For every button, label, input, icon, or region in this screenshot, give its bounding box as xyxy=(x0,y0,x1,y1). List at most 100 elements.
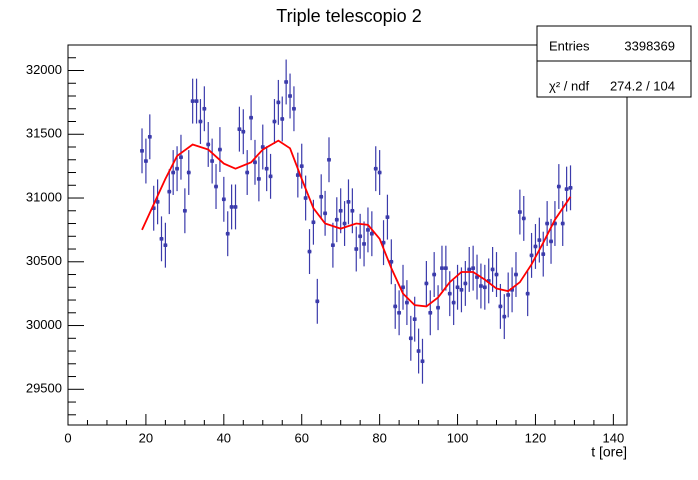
point xyxy=(257,177,261,181)
point xyxy=(494,272,499,277)
y-tick-label: 31000 xyxy=(26,189,62,204)
point xyxy=(424,281,429,286)
point xyxy=(163,243,168,248)
x-tick-label: 60 xyxy=(294,430,308,445)
point xyxy=(350,208,355,213)
point xyxy=(525,291,530,296)
point xyxy=(144,159,148,163)
point xyxy=(292,106,296,111)
point xyxy=(486,279,491,283)
point xyxy=(451,300,456,305)
x-tick-label: 120 xyxy=(525,430,547,445)
x-tick-label: 140 xyxy=(603,430,625,445)
point xyxy=(323,211,327,216)
point xyxy=(518,210,522,214)
point xyxy=(198,119,203,124)
point xyxy=(171,170,175,175)
point xyxy=(366,228,370,232)
point xyxy=(338,208,343,213)
x-tick-label: 40 xyxy=(217,430,231,445)
point xyxy=(467,267,472,272)
point xyxy=(502,314,507,319)
point xyxy=(319,194,324,199)
point xyxy=(416,349,421,353)
x-tick-label: 80 xyxy=(372,430,386,445)
point xyxy=(202,106,207,111)
point xyxy=(358,234,362,239)
point xyxy=(401,285,405,290)
y-tick-label: 32000 xyxy=(26,62,62,77)
point xyxy=(190,99,195,103)
point xyxy=(549,239,553,244)
point xyxy=(299,164,304,168)
point xyxy=(284,80,288,84)
point xyxy=(362,242,366,246)
plot-frame xyxy=(67,44,628,426)
point xyxy=(409,336,413,341)
y-tick-label: 29500 xyxy=(26,381,62,396)
y-tick-label: 30000 xyxy=(26,317,62,332)
point xyxy=(381,240,386,245)
point xyxy=(159,237,164,241)
point xyxy=(245,170,249,175)
point xyxy=(506,293,510,297)
point xyxy=(183,208,187,213)
point xyxy=(405,300,409,305)
point xyxy=(276,100,281,105)
point xyxy=(331,243,335,248)
point xyxy=(210,159,214,163)
point xyxy=(260,145,265,149)
point xyxy=(397,310,401,315)
x-tick-label: 0 xyxy=(64,430,71,445)
point xyxy=(346,200,351,204)
point xyxy=(455,285,460,290)
point xyxy=(155,200,160,204)
point xyxy=(459,288,464,292)
point xyxy=(303,196,308,200)
point xyxy=(225,231,230,236)
point xyxy=(440,266,444,270)
stats-value: 3398369 xyxy=(624,38,675,53)
chart-title: Triple telescopio 2 xyxy=(276,6,421,26)
point xyxy=(568,186,573,190)
stats-value: 274.2 / 104 xyxy=(610,78,675,93)
point xyxy=(179,155,183,160)
point xyxy=(432,272,436,277)
point xyxy=(553,221,557,226)
point xyxy=(373,166,378,171)
fit-curve xyxy=(141,139,572,308)
point xyxy=(280,117,285,121)
point xyxy=(463,281,468,286)
point xyxy=(560,221,565,226)
point xyxy=(148,135,152,139)
point xyxy=(537,238,542,242)
point xyxy=(428,310,433,315)
stats-label: Entries xyxy=(549,38,590,53)
point xyxy=(272,119,277,124)
point xyxy=(268,174,273,179)
point xyxy=(483,285,487,290)
point xyxy=(249,115,253,120)
x-axis-label: t [ore] xyxy=(591,444,627,460)
point xyxy=(498,304,503,309)
point xyxy=(194,99,199,103)
point xyxy=(253,160,257,165)
point xyxy=(167,189,172,194)
point xyxy=(564,187,569,191)
point xyxy=(354,247,359,251)
y-tick-label: 31500 xyxy=(26,126,62,141)
x-tick-label: 100 xyxy=(447,430,469,445)
point xyxy=(214,184,218,189)
point xyxy=(334,217,339,222)
point xyxy=(490,267,495,272)
point xyxy=(377,170,382,175)
point xyxy=(175,166,179,171)
point xyxy=(342,221,347,226)
point xyxy=(389,259,394,264)
point xyxy=(229,205,234,209)
point xyxy=(475,275,479,279)
point xyxy=(264,166,269,171)
point xyxy=(557,184,561,189)
point xyxy=(288,94,292,98)
